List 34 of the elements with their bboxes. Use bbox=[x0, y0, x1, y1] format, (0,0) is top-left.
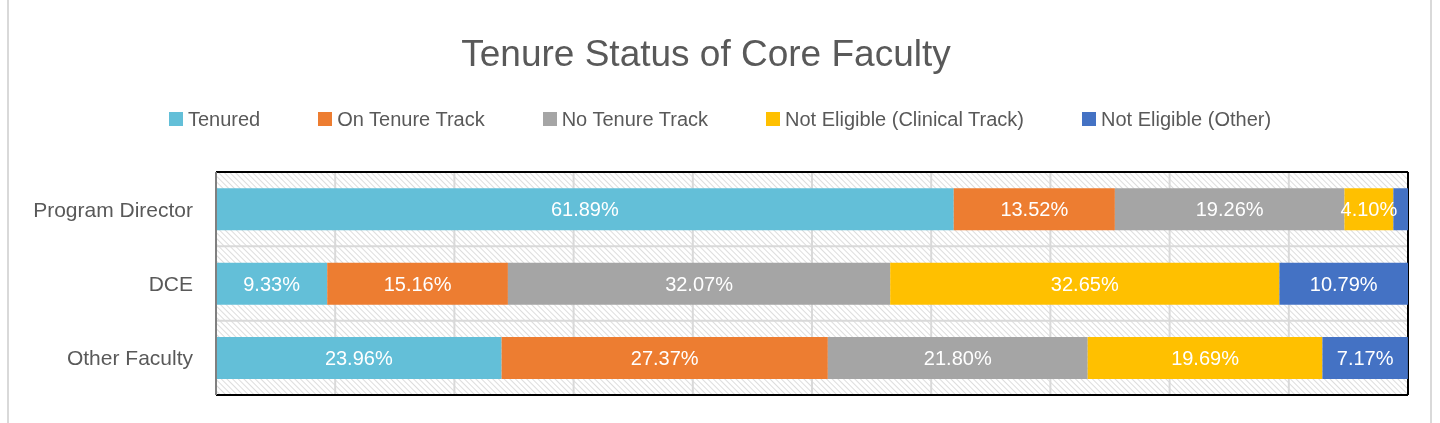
bar bbox=[1087, 337, 1323, 380]
bar bbox=[1322, 337, 1408, 380]
data-label: 19.69% bbox=[1171, 347, 1240, 370]
data-label: 13.52% bbox=[1000, 198, 1069, 221]
bar bbox=[216, 262, 328, 305]
legend-label: No Tenure Track bbox=[561, 107, 709, 132]
legend-label: Not Eligible (Clinical Track) bbox=[785, 107, 1025, 132]
data-label: 15.16% bbox=[383, 272, 452, 295]
bar bbox=[216, 188, 954, 231]
bar bbox=[501, 337, 828, 380]
bar bbox=[1279, 262, 1408, 305]
data-label: 23.96% bbox=[324, 347, 393, 370]
y-tick-label: DCE bbox=[148, 271, 193, 295]
bar bbox=[953, 188, 1115, 231]
data-label: 10.79% bbox=[1309, 272, 1378, 295]
data-label: 32.07% bbox=[665, 272, 734, 295]
data-label: 19.26% bbox=[1195, 198, 1264, 221]
data-label: 61.89% bbox=[550, 198, 619, 221]
legend-label: Tenured bbox=[187, 107, 261, 132]
data-label: 9.33% bbox=[243, 272, 301, 295]
y-tick-label: Other Faculty bbox=[66, 346, 194, 370]
y-tick-label: Program Director bbox=[33, 197, 193, 221]
legend-label: On Tenure Track bbox=[337, 107, 485, 132]
data-label: 32.65% bbox=[1050, 272, 1119, 295]
legend-label: Not Eligible (Other) bbox=[1101, 107, 1272, 132]
data-label: 21.80% bbox=[923, 347, 992, 370]
bar bbox=[507, 262, 891, 305]
data-label: 27.37% bbox=[630, 347, 699, 370]
chart-title: Tenure Status of Core Faculty bbox=[460, 32, 952, 76]
bar bbox=[890, 262, 1280, 305]
bar bbox=[827, 337, 1088, 380]
bar bbox=[327, 262, 508, 305]
data-label: 7.17% bbox=[1336, 347, 1394, 370]
bar bbox=[216, 337, 502, 380]
